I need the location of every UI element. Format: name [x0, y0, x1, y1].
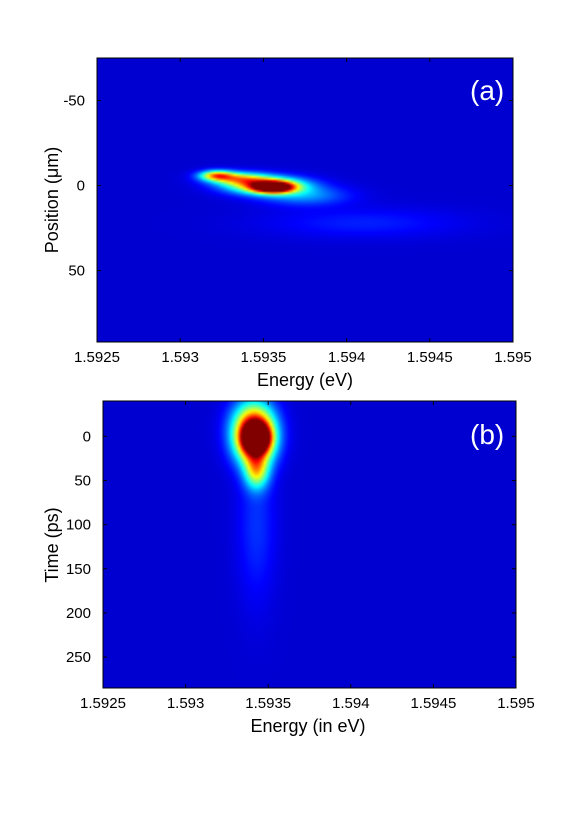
- x-tick-label-b: 1.595: [497, 695, 535, 712]
- x-tick-label-b: 1.5925: [80, 695, 126, 712]
- panel-b: 1.5925 1.593 1.5935 1.594 1.5945 1.595 0 50 100 1…: [42, 400, 535, 736]
- x-tick-label-a: 1.5945: [407, 349, 453, 366]
- y-tick-label-b: 150: [66, 561, 91, 578]
- x-axis-label-a: Energy (eV): [257, 370, 353, 390]
- x-tick-label-a: 1.5925: [74, 349, 120, 366]
- x-axis-label-b: Energy (in eV): [250, 716, 365, 736]
- heatmap-a-image: [97, 58, 513, 342]
- y-tick-label-b: 0: [83, 428, 91, 445]
- y-tick-label-a: 50: [68, 263, 85, 280]
- x-tick-label-b: 1.593: [167, 695, 205, 712]
- y-tick-label-b: 200: [66, 605, 91, 622]
- plot-frame-b: [102, 400, 517, 689]
- y-tick-label-b: 50: [74, 472, 91, 489]
- panel-label-b: (b): [470, 419, 504, 450]
- y-tick-label-a: 0: [77, 178, 85, 195]
- heatmap-b-image: [103, 401, 516, 688]
- y-tick-label-a: -50: [63, 93, 85, 110]
- y-axis-label-b: Time (ps): [42, 507, 62, 582]
- y-axis-label-a: Position (μm): [42, 147, 62, 253]
- ticks-a: 1.5925 1.593 1.5935 1.594 1.5945 1.595 -50 0 50: [63, 58, 532, 366]
- plot-frame-a: [96, 57, 514, 343]
- x-tick-label-b: 1.5935: [245, 695, 291, 712]
- x-tick-label-a: 1.594: [328, 349, 366, 366]
- x-tick-label-b: 1.594: [332, 695, 370, 712]
- panel-label-a: (a): [470, 75, 504, 106]
- ticks-b: 1.5925 1.593 1.5935 1.594 1.5945 1.595 0 50 100 1…: [66, 401, 535, 712]
- x-tick-label-a: 1.5935: [240, 349, 286, 366]
- x-tick-label-b: 1.5945: [410, 695, 456, 712]
- y-tick-label-b: 100: [66, 517, 91, 534]
- x-tick-label-a: 1.595: [494, 349, 532, 366]
- panel-a: 1.5925 1.593 1.5935 1.594 1.5945 1.595-50050 …: [42, 57, 532, 390]
- y-tick-label-b: 250: [66, 649, 91, 666]
- x-tick-label-a: 1.593: [161, 349, 199, 366]
